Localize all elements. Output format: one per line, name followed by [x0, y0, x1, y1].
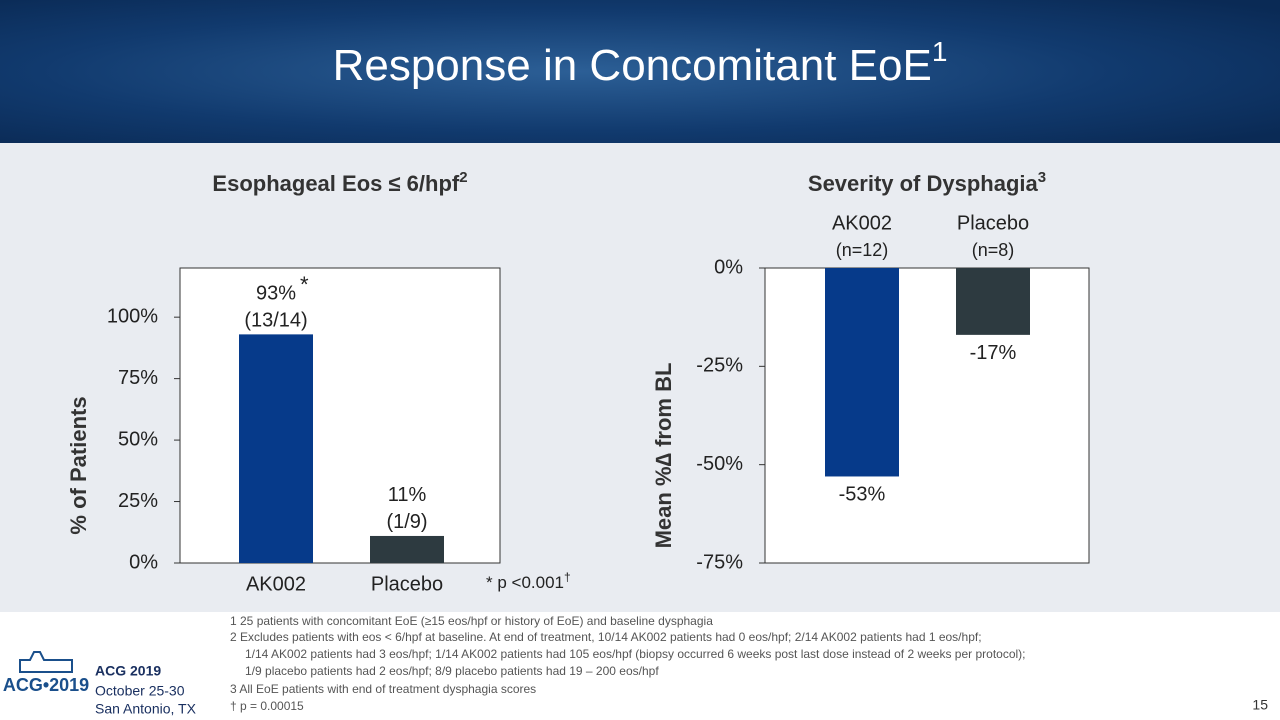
slide-title: Response in Concomitant EoE1	[333, 36, 948, 89]
significance-note: * p <0.001†	[486, 570, 571, 592]
footnote: † p = 0.00015	[230, 699, 304, 713]
bar	[956, 268, 1030, 335]
y-tick-label: 0%	[714, 256, 743, 278]
title-sup: 1	[932, 36, 948, 67]
header-band	[0, 0, 1280, 143]
value-label: -17%	[970, 342, 1017, 364]
y-tick-label: 75%	[118, 367, 158, 389]
y-tick-label: 0%	[129, 551, 158, 573]
plot-area	[179, 267, 501, 564]
chart-title-sup: 2	[459, 169, 467, 186]
logo-place: San Antonio, TX	[95, 701, 197, 717]
chart-title-sup: 3	[1038, 169, 1046, 186]
y-tick-label: -50%	[696, 453, 743, 475]
footnotes: 1 25 patients with concomitant EoE (≥15 …	[230, 614, 1026, 713]
chart-title-text: Esophageal Eos ≤ 6/hpf	[212, 171, 459, 196]
bar	[239, 334, 313, 563]
y-tick-label: 25%	[118, 490, 158, 512]
x-tick-label: Placebo	[957, 212, 1029, 234]
chart-title: Severity of Dysphagia3	[808, 169, 1046, 196]
y-axis-label: Mean %∆ from BL	[651, 363, 676, 549]
x-tick-label: AK002	[832, 212, 892, 234]
value-label: 93%	[256, 283, 296, 305]
bar	[370, 535, 444, 563]
significance-note-sup: †	[564, 570, 571, 584]
chart: Severity of Dysphagia3 Mean %∆ from BL 0% -…	[651, 169, 1090, 573]
title-text: Response in Concomitant EoE	[333, 41, 932, 90]
count-label: (1/9)	[386, 511, 427, 533]
footnote: 3 All EoE patients with end of treatment…	[230, 682, 536, 696]
count-label: (13/14)	[244, 310, 307, 332]
footnote: 1 25 patients with concomitant EoE (≥15 …	[230, 614, 713, 628]
footnote: 2 Excludes patients with eos < 6/hpf at …	[230, 630, 982, 644]
significance-note-text: * p <0.001	[486, 573, 564, 592]
value-label: -53%	[839, 484, 886, 506]
page-number: 15	[1252, 697, 1268, 713]
count-label: (n=12)	[836, 240, 889, 260]
chart: Esophageal Eos ≤ 6/hpf2% of Patients0%25…	[66, 169, 571, 595]
footnote: 1/14 AK002 patients had 3 eos/hpf; 1/14 …	[245, 647, 1026, 661]
bar	[825, 268, 899, 477]
x-tick-label: AK002	[246, 573, 306, 595]
logo: ACG•2019 ACG 2019 October 25-30 San Anto…	[3, 651, 197, 717]
significance-marker: *	[300, 272, 309, 297]
y-tick-label: 100%	[107, 305, 158, 327]
logo-mark: ACG•2019	[3, 675, 89, 695]
value-label: 11%	[388, 484, 427, 506]
footnote: 1/9 placebo patients had 2 eos/hpf; 8/9 …	[245, 664, 659, 678]
chart-title-text: Severity of Dysphagia	[808, 171, 1039, 196]
logo-icon	[19, 651, 73, 673]
plot-area	[764, 267, 1090, 564]
x-tick-label: Placebo	[371, 573, 443, 595]
chart-title: Esophageal Eos ≤ 6/hpf2	[212, 169, 467, 196]
y-axis-label: % of Patients	[66, 396, 91, 534]
count-label: (n=8)	[972, 240, 1015, 260]
y-tick-label: -75%	[696, 551, 743, 573]
y-tick-label: 50%	[118, 428, 158, 450]
logo-name: ACG 2019	[95, 663, 161, 679]
y-tick-label: -25%	[696, 355, 743, 377]
logo-dates: October 25-30	[95, 683, 185, 699]
footer-panel	[0, 612, 1280, 720]
